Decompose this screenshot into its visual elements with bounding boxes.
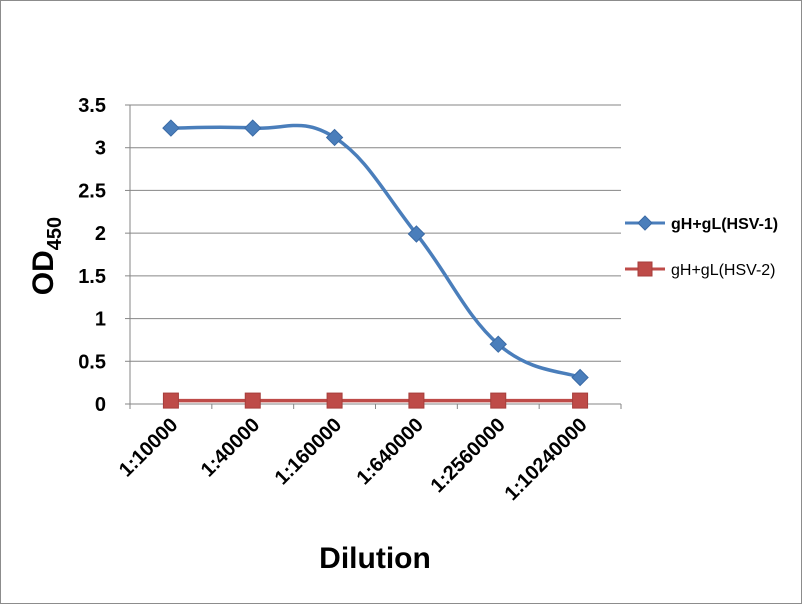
data-point-diamond [571,368,589,387]
y-tick-label: 3 [95,138,106,160]
y-tick-label: 1 [95,309,106,331]
y-axis-title: OD450 [27,217,66,295]
data-point-diamond [489,335,507,353]
legend-label-hsv1: gH+gL(HSV-1) [671,216,778,233]
y-axis-tick-labels: 0 0.5 1 1.5 2 2.5 3 3.5 [78,95,106,416]
data-point-diamond [162,119,180,137]
y-tick-label: 2.5 [78,180,106,202]
gridlines [130,104,621,362]
legend-marker-hsv2 [637,261,653,277]
axes [125,104,622,409]
data-point-square [572,392,589,409]
data-point-square [408,392,425,409]
data-point-square [490,392,507,409]
series-hsv1 [162,119,589,387]
legend-item-hsv1: gH+gL(HSV-1) [625,215,778,233]
legend-marker-hsv1 [637,215,653,231]
data-point-diamond [244,119,262,137]
x-tick-label: 1:160000 [271,414,346,489]
x-axis-title: Dilution [319,542,431,575]
y-axis-title-main: OD [27,250,60,295]
x-tick-label: 1:2560000 [427,414,510,497]
series [162,119,589,409]
legend-item-hsv2: gH+gL(HSV-2) [625,261,776,279]
svg-text:OD450: OD450 [27,217,66,295]
x-tick-label: 1:10240000 [501,414,592,505]
y-tick-label: 0 [95,394,106,416]
legend: gH+gL(HSV-1) gH+gL(HSV-2) [625,215,778,279]
data-point-square [162,392,179,409]
y-tick-label: 0.5 [78,351,106,373]
series-line [170,123,581,380]
series-hsv2 [162,392,589,409]
data-point-diamond [407,225,426,243]
y-tick-label: 2 [95,223,106,245]
data-point-square [244,392,261,409]
x-tick-label: 1:640000 [353,414,428,489]
y-tick-label: 1.5 [78,266,106,288]
x-axis-tick-labels: 1:10000 1:40000 1:160000 1:6400001:25600001… [115,414,592,505]
y-tick-label: 3.5 [78,95,106,117]
data-point-square [326,392,343,409]
x-tick-label: 1:10000 [115,414,182,481]
data-point-diamond [325,128,344,147]
y-axis-title-subscript: 450 [44,217,66,250]
x-tick-label: 1:40000 [197,414,264,481]
legend-label-hsv2: gH+gL(HSV-2) [671,262,776,279]
